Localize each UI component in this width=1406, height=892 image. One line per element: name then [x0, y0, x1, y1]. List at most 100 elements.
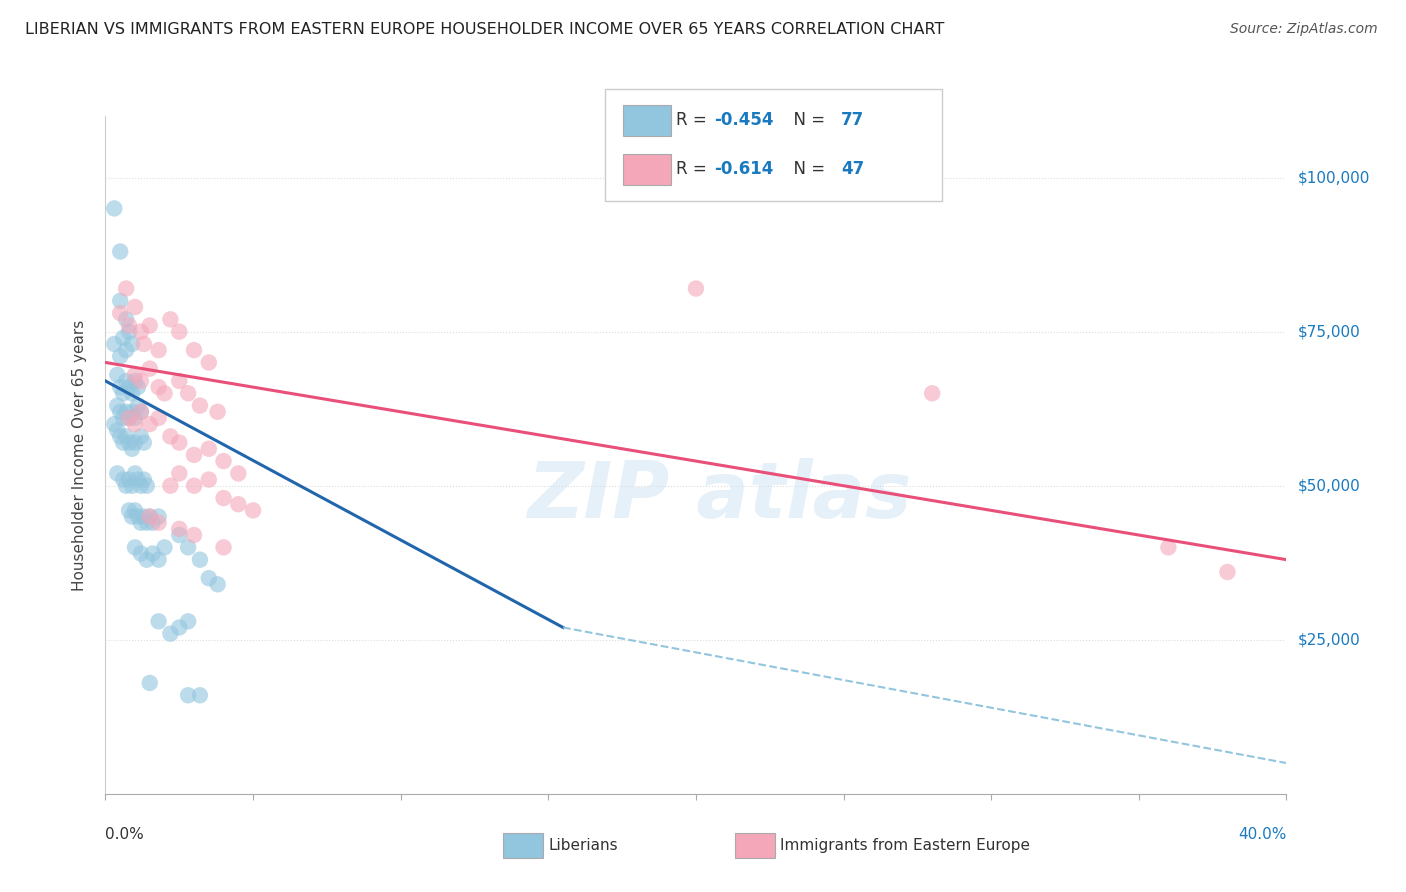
Text: -0.454: -0.454: [714, 112, 773, 129]
Point: [118, 411, 141, 425]
Text: Immigrants from Eastern Europe: Immigrants from Eastern Europe: [780, 838, 1031, 853]
Point: [148, 380, 170, 394]
Point: [148, 509, 170, 524]
Text: -0.614: -0.614: [714, 161, 773, 178]
Text: ZIP atlas: ZIP atlas: [527, 458, 911, 533]
Text: $100,000: $100,000: [1298, 170, 1369, 185]
Point: [110, 349, 132, 363]
Point: [129, 547, 152, 561]
Point: [112, 386, 135, 401]
Text: 0.0%: 0.0%: [105, 827, 145, 841]
Point: [129, 479, 152, 493]
Point: [1157, 541, 1180, 555]
Point: [129, 429, 152, 443]
Point: [115, 429, 138, 443]
Point: [138, 318, 160, 333]
Point: [197, 442, 219, 456]
Point: [118, 325, 141, 339]
Point: [112, 473, 135, 487]
Point: [121, 405, 143, 419]
Point: [112, 331, 135, 345]
Point: [129, 516, 152, 530]
Point: [105, 368, 128, 382]
Point: [169, 467, 191, 481]
Point: [226, 467, 250, 481]
Point: [115, 281, 138, 295]
Point: [121, 337, 143, 351]
Point: [138, 417, 160, 431]
Point: [138, 509, 160, 524]
Point: [118, 380, 141, 394]
Point: [115, 312, 138, 326]
Point: [177, 541, 200, 555]
Point: [138, 509, 160, 524]
Text: LIBERIAN VS IMMIGRANTS FROM EASTERN EUROPE HOUSEHOLDER INCOME OVER 65 YEARS CORR: LIBERIAN VS IMMIGRANTS FROM EASTERN EURO…: [25, 22, 945, 37]
Point: [105, 467, 128, 481]
Point: [110, 405, 132, 419]
Point: [103, 202, 125, 216]
Point: [138, 676, 160, 690]
Point: [183, 528, 205, 542]
Point: [177, 386, 200, 401]
Point: [121, 479, 143, 493]
Point: [115, 479, 138, 493]
Point: [197, 355, 219, 369]
Point: [112, 435, 135, 450]
Point: [132, 509, 155, 524]
Point: [169, 325, 191, 339]
Point: [921, 386, 943, 401]
Point: [148, 516, 170, 530]
Point: [148, 552, 170, 566]
Point: [127, 473, 149, 487]
Point: [132, 473, 155, 487]
Text: Liberians: Liberians: [548, 838, 619, 853]
Point: [110, 429, 132, 443]
Point: [124, 374, 146, 388]
Point: [110, 306, 132, 320]
Point: [159, 429, 181, 443]
Point: [159, 626, 181, 640]
Point: [169, 522, 191, 536]
Point: [118, 411, 141, 425]
Point: [177, 688, 200, 702]
Text: N =: N =: [783, 161, 831, 178]
Point: [118, 435, 141, 450]
Point: [124, 411, 146, 425]
Point: [135, 552, 157, 566]
Point: [118, 503, 141, 517]
Point: [183, 448, 205, 462]
Point: [169, 528, 191, 542]
Point: [183, 343, 205, 358]
Point: [127, 380, 149, 394]
Point: [197, 571, 219, 585]
Point: [110, 293, 132, 308]
Point: [127, 399, 149, 413]
Point: [207, 577, 229, 591]
Point: [212, 541, 235, 555]
Point: [169, 374, 191, 388]
Point: [124, 503, 146, 517]
Point: [110, 244, 132, 259]
Point: [124, 541, 146, 555]
Point: [118, 318, 141, 333]
Text: R =: R =: [676, 112, 713, 129]
Text: $75,000: $75,000: [1298, 324, 1361, 339]
Point: [148, 615, 170, 629]
Point: [188, 552, 211, 566]
Point: [124, 435, 146, 450]
Point: [142, 547, 165, 561]
Point: [169, 435, 191, 450]
Point: [112, 411, 135, 425]
Point: [177, 615, 200, 629]
Point: [153, 541, 176, 555]
Point: [159, 312, 181, 326]
Point: [103, 337, 125, 351]
Text: 40.0%: 40.0%: [1239, 827, 1286, 841]
Point: [124, 417, 146, 431]
Y-axis label: Householder Income Over 65 years: Householder Income Over 65 years: [72, 319, 87, 591]
Text: $50,000: $50,000: [1298, 478, 1361, 493]
Point: [1216, 565, 1239, 579]
Point: [135, 479, 157, 493]
Text: Source: ZipAtlas.com: Source: ZipAtlas.com: [1230, 22, 1378, 37]
Point: [129, 405, 152, 419]
